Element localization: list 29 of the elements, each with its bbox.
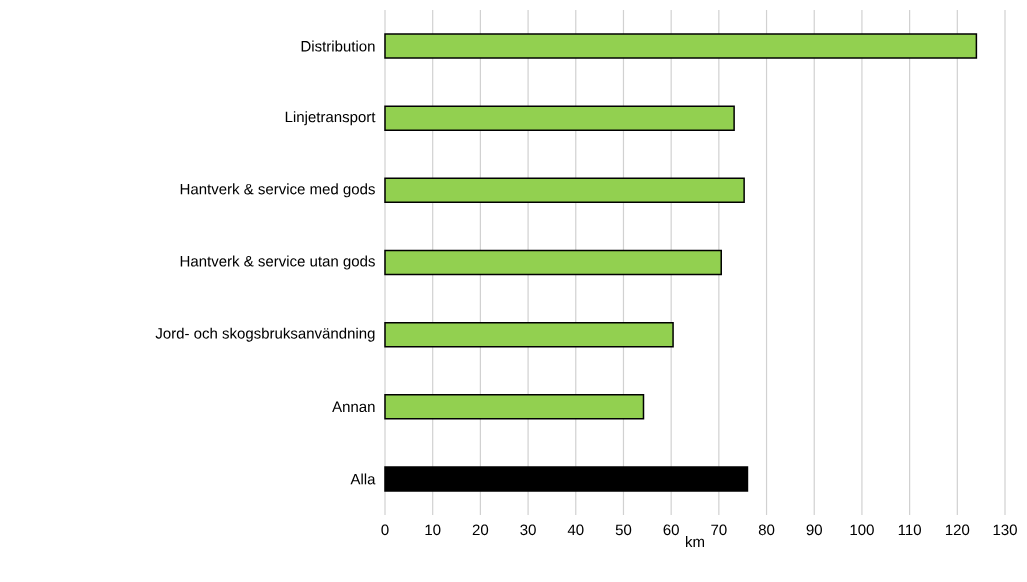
- x-tick-label: 90: [806, 524, 822, 536]
- x-tick-label: 10: [425, 524, 441, 536]
- y-tick-label: Distribution: [301, 40, 375, 52]
- x-tick-label: 50: [615, 524, 632, 536]
- bar: [384, 33, 978, 59]
- bar: [384, 321, 674, 348]
- y-tick-label: Annan: [332, 401, 375, 413]
- x-tick-label: 110: [898, 524, 921, 536]
- x-tick-label: 120: [945, 524, 970, 536]
- x-tick-label: 0: [381, 524, 389, 536]
- bar: [384, 394, 645, 420]
- x-tick-label: 20: [472, 524, 489, 536]
- x-tick-label: 40: [567, 524, 584, 536]
- y-tick-label: Hantverk & service utan gods: [180, 255, 375, 270]
- x-tick-label: 60: [663, 524, 679, 536]
- bar: [384, 177, 745, 204]
- y-tick-label: Hantverk & service med gods: [180, 183, 375, 198]
- x-tick-label: 130: [993, 524, 1017, 536]
- x-tick-label: 70: [711, 524, 727, 536]
- bar: [384, 249, 722, 276]
- y-tick-label: Jord- och skogsbruksanvändning: [155, 327, 375, 342]
- bar: [384, 105, 735, 131]
- x-axis-title: km: [686, 536, 704, 547]
- y-tick-label: Alla: [350, 473, 376, 485]
- x-tick-label: 80: [758, 524, 775, 536]
- y-tick-label: Linjetransport: [285, 111, 376, 126]
- bar: [384, 466, 749, 492]
- x-tick-label: 100: [850, 524, 874, 536]
- x-tick-label: 30: [520, 524, 536, 536]
